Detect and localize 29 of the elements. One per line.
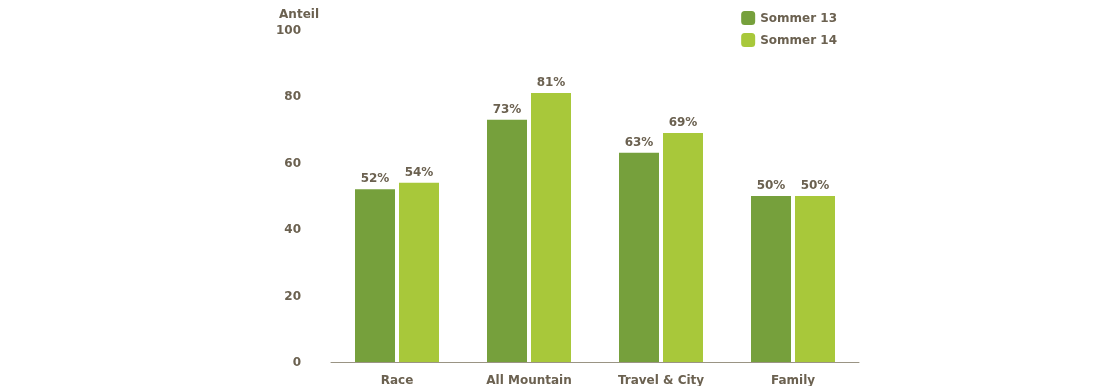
y-tick-label: 0 [292, 355, 301, 369]
bar [487, 119, 527, 362]
bar [531, 93, 571, 362]
data-label: 63% [624, 134, 654, 149]
y-tick-label: 60 [284, 155, 301, 170]
data-label: 52% [360, 171, 390, 186]
bar [751, 196, 791, 362]
data-label: 54% [404, 164, 434, 179]
data-label: 73% [492, 101, 522, 116]
x-tick-label: All Mountain [486, 373, 572, 386]
bar [795, 196, 835, 362]
data-label: 69% [668, 114, 698, 129]
y-tick-label: 40 [284, 222, 301, 237]
bar [663, 132, 703, 362]
x-tick-label: Family [770, 373, 816, 386]
bar [355, 189, 395, 362]
bar [399, 182, 439, 362]
y-tick-label: 80 [284, 89, 301, 104]
bar [619, 152, 659, 362]
y-tick-label: 100 [275, 23, 301, 37]
data-label: 50% [756, 178, 786, 192]
x-tick-label: Race [380, 373, 414, 386]
data-label: 50% [800, 178, 830, 192]
y-axis-title: Anteil [279, 7, 319, 21]
legend-label: Sommer 13 [760, 11, 837, 25]
legend-label: Sommer 14 [760, 33, 837, 47]
x-tick-label: Travel & City [617, 373, 705, 386]
y-tick-label: 20 [284, 288, 301, 303]
data-label: 81% [536, 75, 566, 90]
